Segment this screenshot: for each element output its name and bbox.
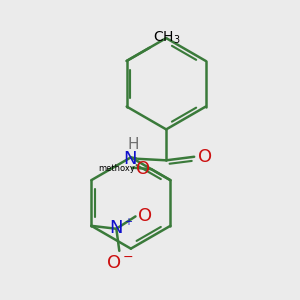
- Text: methoxy: methoxy: [98, 164, 135, 173]
- Text: N: N: [110, 219, 123, 237]
- Text: N: N: [123, 150, 137, 168]
- Text: $^+$: $^+$: [122, 217, 133, 230]
- Text: O: O: [198, 148, 212, 166]
- Text: O: O: [136, 160, 150, 178]
- Text: CH$_3$: CH$_3$: [153, 30, 180, 46]
- Text: O: O: [138, 207, 153, 225]
- Text: O$^-$: O$^-$: [106, 254, 134, 272]
- Text: H: H: [127, 137, 139, 152]
